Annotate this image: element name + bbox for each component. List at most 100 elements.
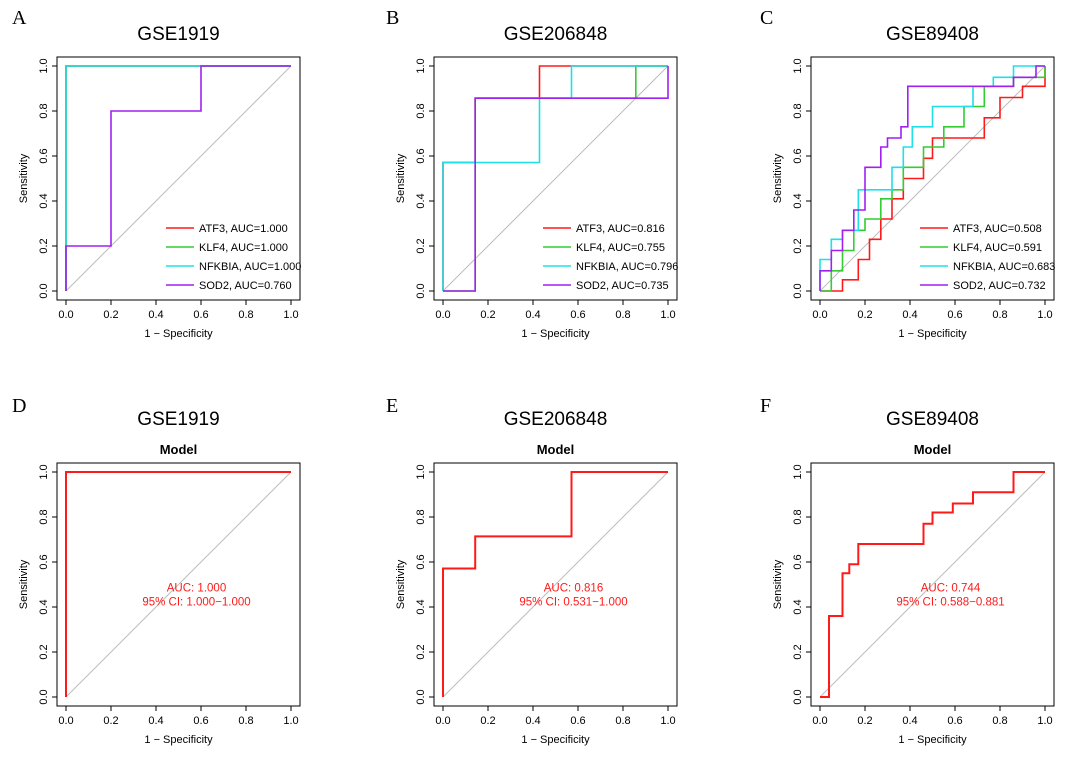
panel-d-y-tick-label: 0.0 xyxy=(38,689,50,704)
panel-f-x-tick-label: 0.2 xyxy=(857,715,872,727)
panel-c-title: GSE89408 xyxy=(886,24,979,45)
panel-a-x-tick-label: 0.4 xyxy=(148,309,163,321)
panel-b-legend-entry-sod2: SOD2, AUC=0.735 xyxy=(576,280,669,292)
panel-e-x-tick-label: 1.0 xyxy=(660,715,675,727)
panel-d-y-tick-label: 0.4 xyxy=(38,599,50,614)
panel-d-y-tick-label: 0.6 xyxy=(38,554,50,569)
panel-f-y-tick-label: 1.0 xyxy=(792,464,804,479)
panel-a-legend-entry-nfkbia: NFKBIA, AUC=1.000 xyxy=(199,261,301,273)
panel-a-x-tick-label: 1.0 xyxy=(283,309,298,321)
panel-b-y-tick-label: 0.8 xyxy=(415,103,427,118)
panel-e-x-axis-label: 1 − Specificity xyxy=(521,734,590,746)
panel-f-title: GSE89408 xyxy=(886,409,979,430)
panel-d-y-tick-label: 0.2 xyxy=(38,644,50,659)
panel-f-diagonal-reference xyxy=(819,471,1046,698)
panel-e-y-tick-label: 1.0 xyxy=(415,464,427,479)
panel-b-x-tick-label: 0.6 xyxy=(570,309,585,321)
panel-b-x-tick-label: 0.8 xyxy=(615,309,630,321)
panel-a-title: GSE1919 xyxy=(137,24,219,45)
panel-b-legend-entry-klf4: KLF4, AUC=0.755 xyxy=(576,242,665,254)
panel-a-legend-entry-klf4: KLF4, AUC=1.000 xyxy=(199,242,288,254)
panel-a-x-tick-label: 0.0 xyxy=(58,309,73,321)
panel-c-plot-frame xyxy=(810,56,1055,301)
panel-c-legend-entry-sod2: SOD2, AUC=0.732 xyxy=(953,280,1046,292)
panel-e-y-tick-label: 0.2 xyxy=(415,644,427,659)
panel-e-y-tick-label: 0.0 xyxy=(415,689,427,704)
panel-b-diagonal-reference xyxy=(442,65,669,292)
panel-c-y-tick-label: 1.0 xyxy=(792,58,804,73)
panel-c-series-klf4 xyxy=(820,66,1046,292)
panel-b-legend-entry-nfkbia: NFKBIA, AUC=0.796 xyxy=(576,261,678,273)
panel-c-y-tick-label: 0.8 xyxy=(792,103,804,118)
panel-c-y-axis-label: Sensitivity xyxy=(772,153,784,203)
panel-b-series-sod2 xyxy=(443,66,669,292)
panel-e-y-axis-label: Sensitivity xyxy=(395,559,407,609)
panel-f-x-tick-label: 0.4 xyxy=(902,715,917,727)
panel-a-y-tick-label: 0.2 xyxy=(38,238,50,253)
panel-f-x-tick-label: 0.6 xyxy=(947,715,962,727)
panel-f-auc-label: AUC: 0.744 xyxy=(921,582,981,594)
panel-f-y-tick-label: 0.2 xyxy=(792,644,804,659)
panel-b-y-tick-label: 0.4 xyxy=(415,193,427,208)
panel-d-subtitle: Model xyxy=(160,442,198,457)
panel-a-x-tick-label: 0.2 xyxy=(103,309,118,321)
panel-a-x-axis-label: 1 − Specificity xyxy=(144,328,213,340)
panel-a-y-tick-label: 0.8 xyxy=(38,103,50,118)
panel-a-y-tick-label: 0.4 xyxy=(38,193,50,208)
panel-c-diagonal-reference xyxy=(819,65,1046,292)
panel-a-plot-frame xyxy=(56,56,301,301)
panel-d-letter: D xyxy=(12,395,26,417)
panel-b-x-tick-label: 0.0 xyxy=(435,309,450,321)
panel-d-x-tick-label: 0.2 xyxy=(103,715,118,727)
panel-d-x-tick-label: 0.6 xyxy=(193,715,208,727)
panel-a-diagonal-reference xyxy=(65,65,292,292)
panel-c-y-tick-label: 0.4 xyxy=(792,193,804,208)
panel-f-x-tick-label: 0.8 xyxy=(992,715,1007,727)
panel-b-y-tick-label: 0.6 xyxy=(415,148,427,163)
panel-f-x-axis-label: 1 − Specificity xyxy=(898,734,967,746)
panel-c-y-tick-label: 0.6 xyxy=(792,148,804,163)
panel-e-ci-label: 95% CI: 0.531−1.000 xyxy=(519,596,627,608)
panel-c-series-sod2 xyxy=(819,65,1045,291)
panel-f-x-tick-label: 1.0 xyxy=(1037,715,1052,727)
panel-e-diagonal-reference xyxy=(442,471,669,698)
panel-e-plot-frame xyxy=(433,462,678,707)
panel-d-x-tick-label: 0.4 xyxy=(148,715,163,727)
panel-d-y-tick-label: 0.8 xyxy=(38,509,50,524)
panel-f-ci-label: 95% CI: 0.588−0.881 xyxy=(896,596,1004,608)
panel-c-x-tick-label: 0.4 xyxy=(902,309,917,321)
panel-f-y-tick-label: 0.0 xyxy=(792,689,804,704)
panel-f-x-tick-label: 0.0 xyxy=(812,715,827,727)
panel-d-plot-frame xyxy=(56,462,301,707)
panel-b-y-tick-label: 1.0 xyxy=(415,58,427,73)
panel-e-y-tick-label: 0.4 xyxy=(415,599,427,614)
panel-a-x-tick-label: 0.6 xyxy=(193,309,208,321)
panel-c-x-tick-label: 0.8 xyxy=(992,309,1007,321)
panel-d-auc-label: AUC: 1.000 xyxy=(167,582,226,594)
panel-a-legend-entry-sod2: SOD2, AUC=0.760 xyxy=(199,280,292,292)
panel-e-subtitle: Model xyxy=(537,442,575,457)
panel-a-legend-entry-atf3: ATF3, AUC=1.000 xyxy=(199,223,288,235)
panel-d-y-tick-label: 1.0 xyxy=(38,464,50,479)
panel-b-letter: B xyxy=(386,7,399,29)
panel-b-y-tick-label: 0.2 xyxy=(415,238,427,253)
panel-a-y-axis-label: Sensitivity xyxy=(18,153,30,203)
panel-b-plot-frame xyxy=(433,56,678,301)
panel-d-ci-label: 95% CI: 1.000−1.000 xyxy=(142,596,250,608)
panel-c-y-tick-label: 0.2 xyxy=(792,238,804,253)
panel-f-plot-frame xyxy=(810,462,1055,707)
panel-e-x-tick-label: 0.8 xyxy=(615,715,630,727)
panel-e-series-model xyxy=(442,471,668,697)
panel-b-title: GSE206848 xyxy=(504,24,608,45)
panel-e-x-tick-label: 0.6 xyxy=(570,715,585,727)
panel-f-letter: F xyxy=(760,395,771,417)
panel-e-x-tick-label: 0.4 xyxy=(525,715,540,727)
panel-c-x-tick-label: 0.6 xyxy=(947,309,962,321)
panel-b-x-tick-label: 1.0 xyxy=(660,309,675,321)
panel-a-x-tick-label: 0.8 xyxy=(238,309,253,321)
panel-a-letter: A xyxy=(12,7,27,29)
panel-d-x-tick-label: 0.8 xyxy=(238,715,253,727)
panel-c-legend-entry-nfkbia: NFKBIA, AUC=0.683 xyxy=(953,261,1055,273)
panel-d-x-tick-label: 1.0 xyxy=(283,715,298,727)
